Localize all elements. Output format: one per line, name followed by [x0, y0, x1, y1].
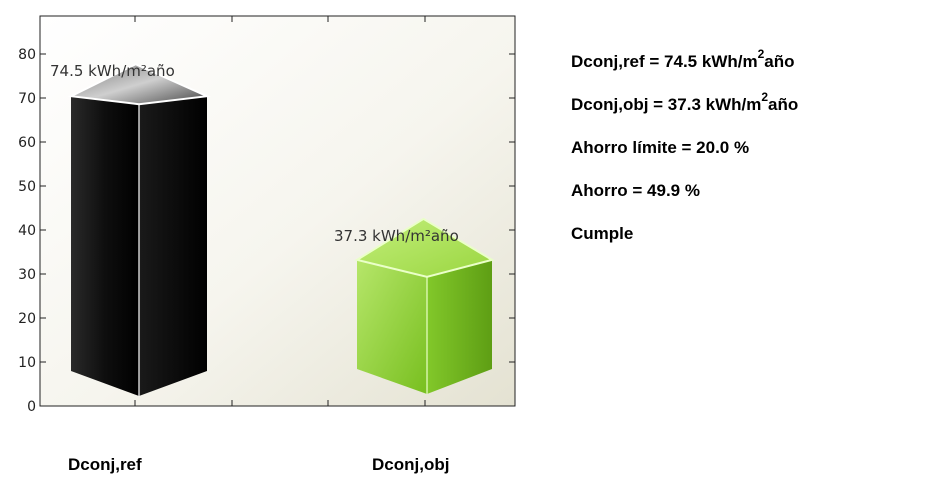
bar-ref-side	[139, 96, 207, 396]
summary-ref-line: Dconj,ref = 74.5 kWh/m2año	[571, 40, 798, 83]
y-tick-label: 60	[18, 135, 36, 151]
category-label-obj: Dconj,obj	[372, 455, 449, 475]
y-tick-label: 50	[18, 179, 36, 195]
y-tick-label: 10	[18, 355, 36, 371]
y-tick-label: 70	[18, 91, 36, 107]
data-label: 74.5 kWh/m²año	[50, 62, 175, 80]
summary-verdict: Cumple	[571, 212, 798, 255]
bar-ref-front	[71, 96, 139, 396]
summary-obj-line: Dconj,obj = 37.3 kWh/m2año	[571, 83, 798, 126]
summary-saving-line: Ahorro = 49.9 %	[571, 169, 798, 212]
summary-panel: Dconj,ref = 74.5 kWh/m2año Dconj,obj = 3…	[571, 40, 798, 255]
y-tick-label: 80	[18, 47, 36, 63]
y-tick-label: 20	[18, 311, 36, 327]
y-tick-label: 0	[27, 399, 36, 415]
bar-ref	[71, 64, 207, 396]
y-tick-label: 40	[18, 223, 36, 239]
summary-limit-line: Ahorro límite = 20.0 %	[571, 126, 798, 169]
category-label-ref: Dconj,ref	[68, 455, 142, 475]
y-tick-label: 30	[18, 267, 36, 283]
data-label: 37.3 kWh/m²año	[334, 227, 459, 245]
bar-chart: 0 10 20 30 40 50 60 70 80 74.5 kWh/m²año 37.3 kWh…	[0, 0, 530, 430]
